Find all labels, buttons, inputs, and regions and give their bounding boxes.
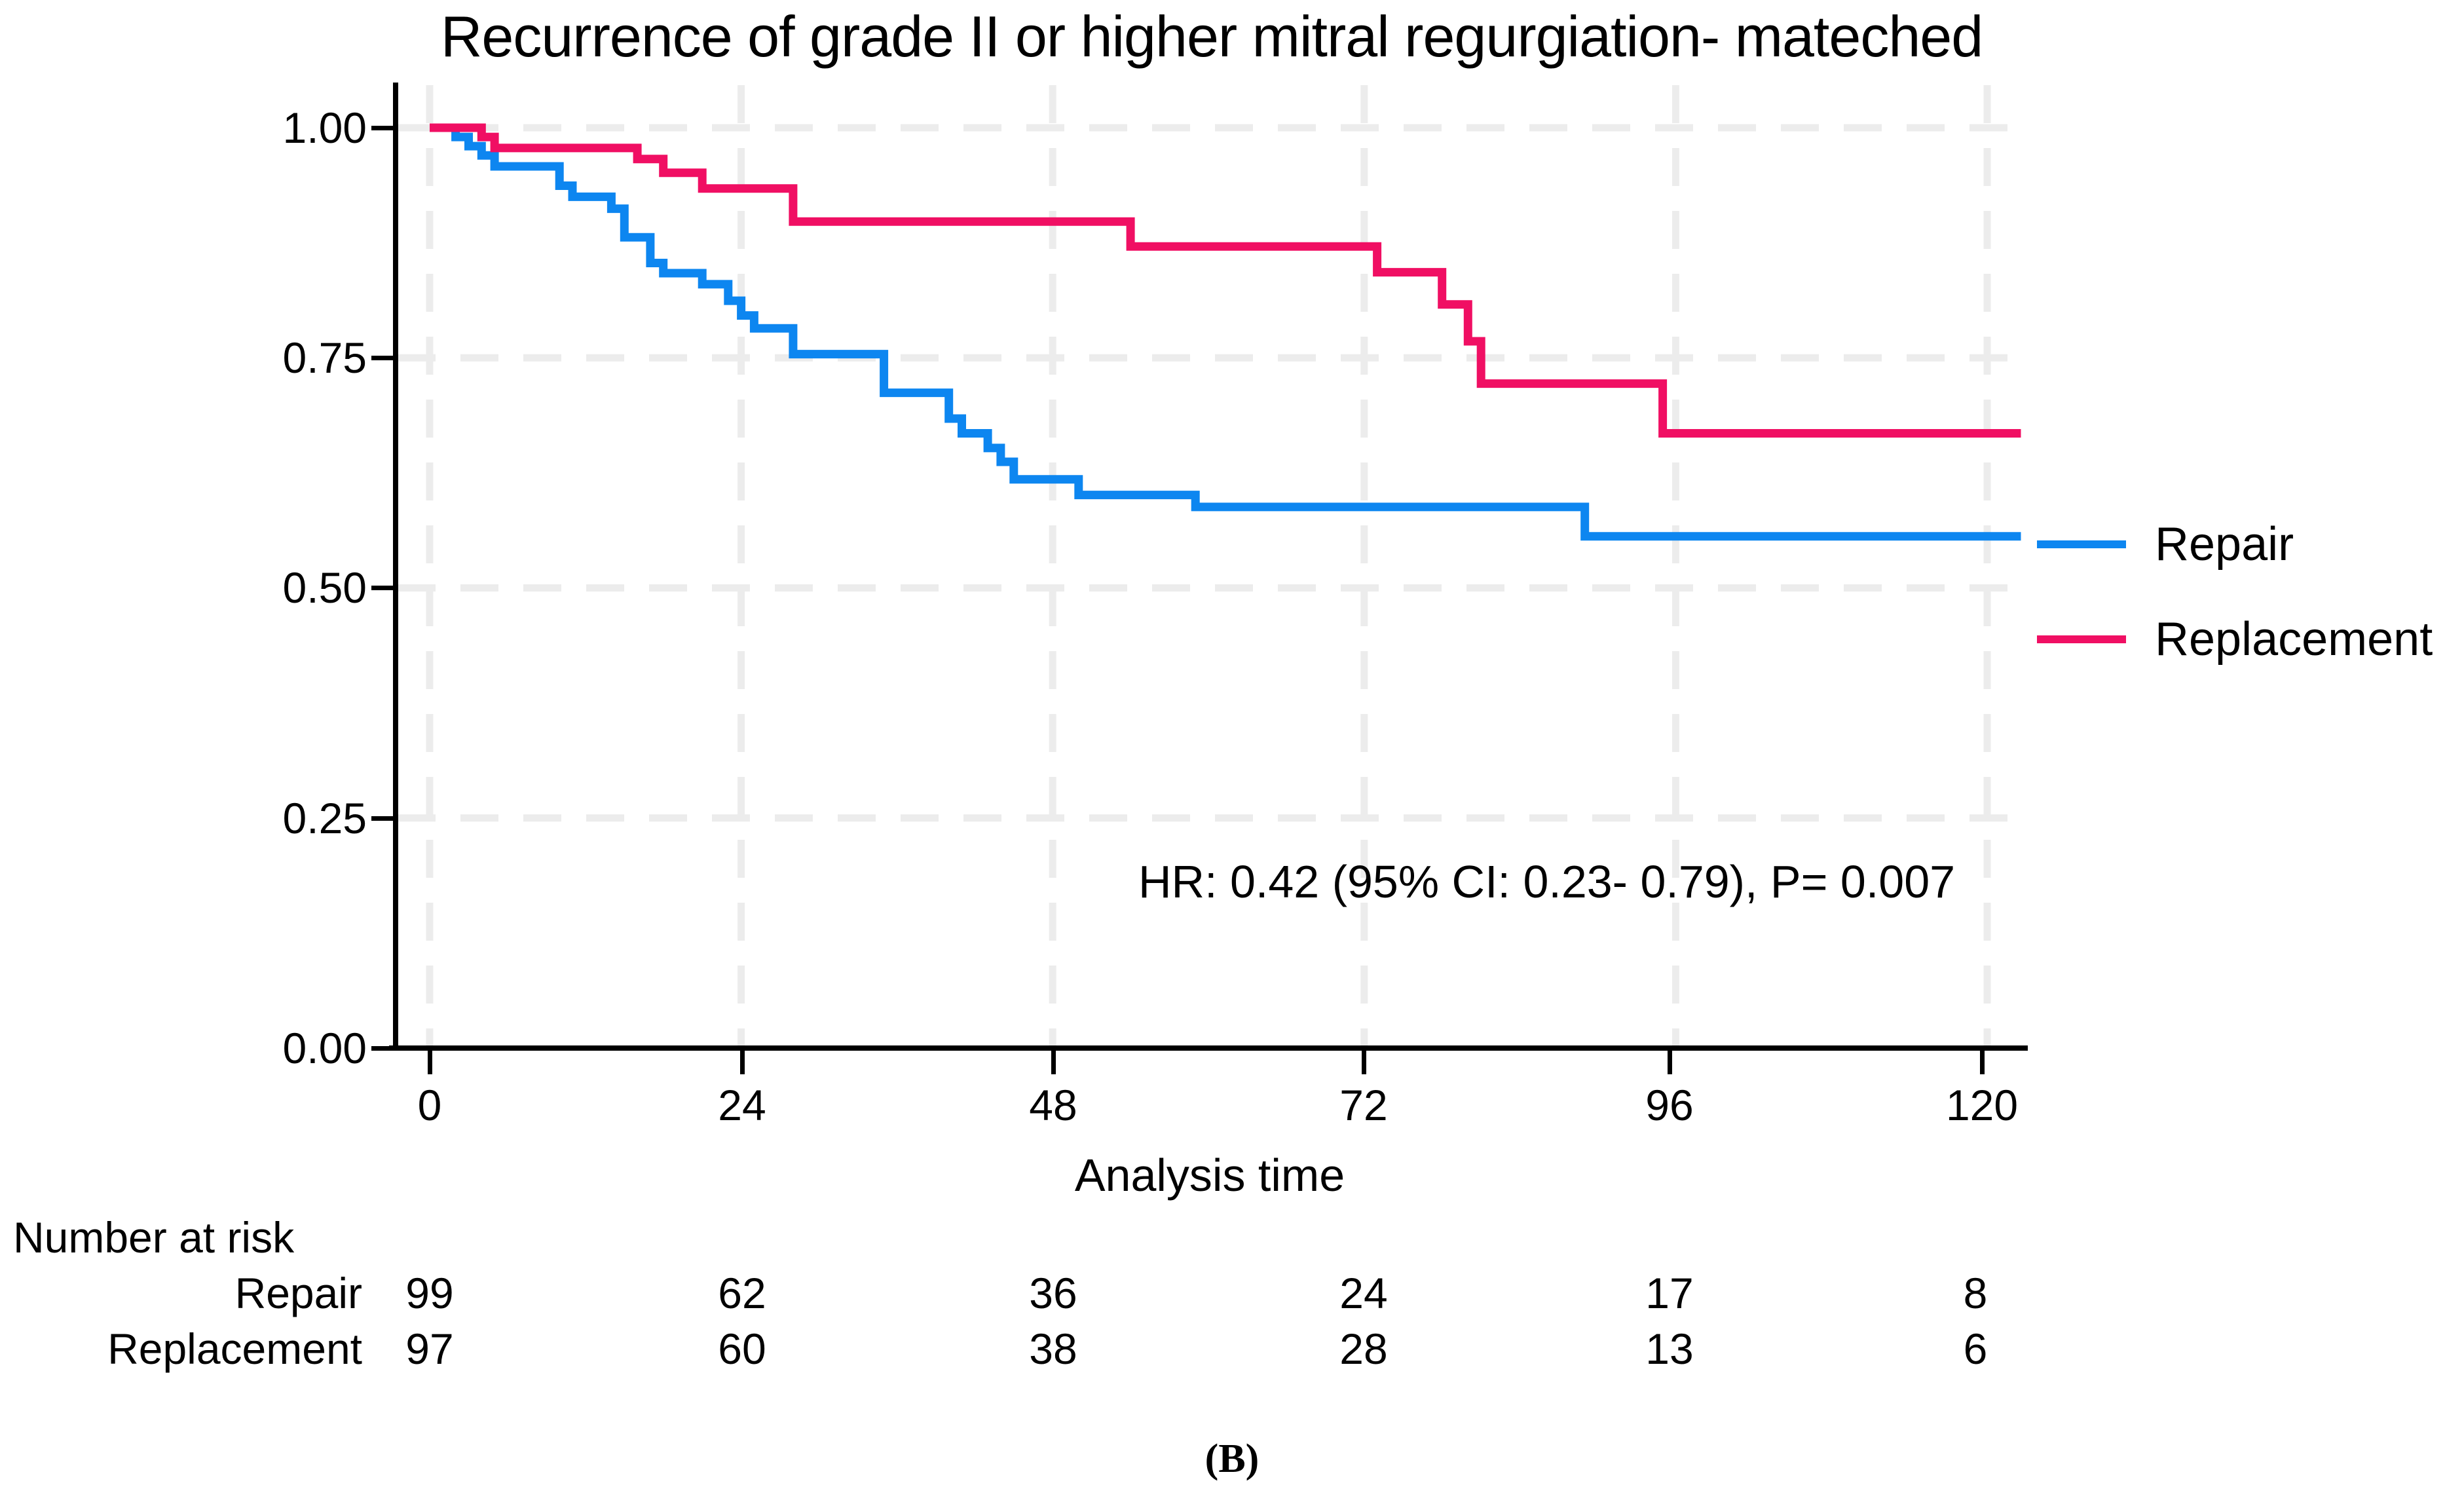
km-curve-repair <box>430 123 2021 541</box>
figure-caption: (B) <box>1204 1437 1260 1481</box>
y-tick-mark <box>371 1046 396 1051</box>
legend-item-repair: Repair <box>2037 518 2463 571</box>
risk-row-label-replacement: Replacement <box>107 1325 362 1373</box>
risk-row-label-repair: Repair <box>234 1269 362 1317</box>
x-tick-mark <box>1362 1049 1366 1074</box>
risk-value: 13 <box>1645 1325 1694 1373</box>
risk-value: 36 <box>1029 1269 1077 1317</box>
x-tick-mark <box>428 1049 432 1074</box>
risk-value: 62 <box>718 1269 766 1317</box>
x-tick-mark <box>1668 1049 1672 1074</box>
legend-item-replacement: Replacement <box>2037 613 2463 666</box>
legend-label-repair: Repair <box>2155 518 2294 571</box>
chart-title: Recurrence of grade II or higher mitral … <box>440 4 1983 69</box>
risk-value: 60 <box>718 1325 766 1373</box>
y-axis-tick-label: 1.00 <box>282 103 367 152</box>
risk-value: 6 <box>1963 1325 1988 1373</box>
x-axis-tick-label: 120 <box>1945 1081 2019 1129</box>
risk-value: 28 <box>1339 1325 1388 1373</box>
legend-label-replacement: Replacement <box>2155 613 2433 666</box>
y-tick-mark <box>371 356 396 360</box>
x-axis-tick-label: 0 <box>417 1081 442 1129</box>
y-axis-tick-label: 0.75 <box>282 333 367 382</box>
x-axis-line <box>389 1045 2028 1051</box>
y-tick-mark <box>371 126 396 130</box>
km-curve-replacement <box>430 123 2021 438</box>
y-tick-mark <box>371 586 396 590</box>
plot-area <box>398 85 2022 1048</box>
risk-value: 24 <box>1339 1269 1388 1317</box>
x-axis-tick-label: 96 <box>1645 1081 1694 1129</box>
risk-value: 8 <box>1963 1269 1988 1317</box>
km-plot-svg <box>398 85 2022 1045</box>
y-axis-tick-label: 0.00 <box>282 1024 367 1072</box>
risk-table-header: Number at risk <box>13 1213 295 1262</box>
x-axis-title: Analysis time <box>1074 1150 1345 1201</box>
risk-value: 17 <box>1645 1269 1694 1317</box>
x-tick-mark <box>1051 1049 1056 1074</box>
replacement-line-swatch <box>2037 635 2126 643</box>
x-tick-mark <box>740 1049 745 1074</box>
repair-line-swatch <box>2037 540 2126 548</box>
x-tick-mark <box>1980 1049 1985 1074</box>
y-tick-mark <box>371 816 396 821</box>
risk-value: 38 <box>1029 1325 1077 1373</box>
y-axis-tick-label: 0.25 <box>282 794 367 842</box>
x-axis-tick-label: 72 <box>1339 1081 1388 1129</box>
y-axis-line <box>393 83 398 1051</box>
hazard-ratio-annotation: HR: 0.42 (95% CI: 0.23- 0.79), P= 0.007 <box>1138 856 1956 907</box>
risk-value: 99 <box>405 1269 454 1317</box>
x-axis-tick-label: 48 <box>1029 1081 1077 1129</box>
risk-value: 97 <box>405 1325 454 1373</box>
x-axis-tick-label: 24 <box>718 1081 766 1129</box>
y-axis-tick-label: 0.50 <box>282 563 367 612</box>
